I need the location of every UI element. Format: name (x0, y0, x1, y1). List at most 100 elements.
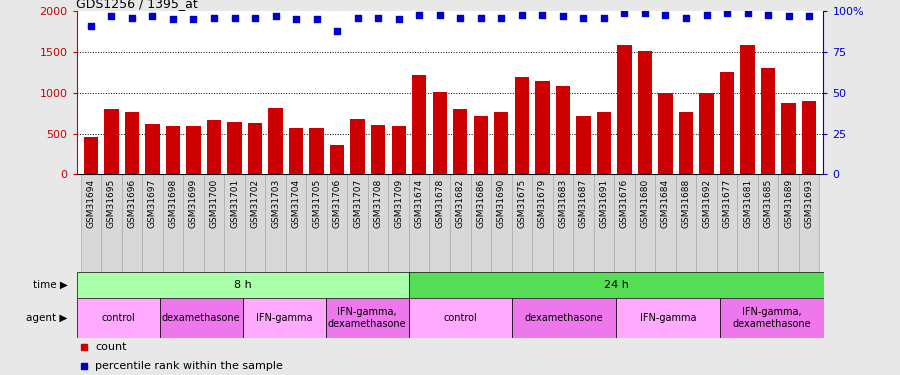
Bar (371, 124, 385, 174)
Text: dexamethasone: dexamethasone (525, 313, 603, 323)
Bar (268, 108, 283, 174)
FancyBboxPatch shape (142, 174, 163, 272)
Bar (741, 45, 755, 174)
Point (268, 13, 283, 19)
Bar (84, 137, 98, 174)
Text: GSM31705: GSM31705 (312, 179, 321, 228)
FancyBboxPatch shape (326, 298, 409, 338)
FancyBboxPatch shape (242, 298, 326, 338)
Point (741, 10, 755, 16)
Point (228, 15, 242, 21)
Text: IFN-gamma,
dexamethasone: IFN-gamma, dexamethasone (733, 307, 811, 328)
Text: GSM31699: GSM31699 (189, 179, 198, 228)
FancyBboxPatch shape (778, 174, 799, 272)
Text: control: control (444, 313, 477, 323)
FancyBboxPatch shape (573, 174, 594, 272)
Point (720, 10, 734, 16)
Text: GSM31676: GSM31676 (620, 179, 629, 228)
Point (84, 23, 98, 29)
Point (166, 16, 180, 22)
Text: GSM31698: GSM31698 (168, 179, 177, 228)
Text: GSM31697: GSM31697 (148, 179, 157, 228)
Bar (617, 45, 632, 174)
Point (392, 16, 406, 22)
FancyBboxPatch shape (184, 174, 203, 272)
FancyBboxPatch shape (511, 174, 532, 272)
Bar (186, 126, 201, 174)
Bar (433, 92, 447, 174)
FancyBboxPatch shape (450, 174, 471, 272)
FancyBboxPatch shape (553, 174, 573, 272)
Text: GSM31674: GSM31674 (415, 179, 424, 228)
FancyBboxPatch shape (737, 174, 758, 272)
FancyBboxPatch shape (594, 174, 614, 272)
Text: GSM31701: GSM31701 (230, 179, 239, 228)
FancyBboxPatch shape (614, 174, 634, 272)
Text: 8 h: 8 h (234, 280, 251, 290)
Point (207, 15, 221, 21)
FancyBboxPatch shape (720, 298, 824, 338)
Text: GSM31695: GSM31695 (107, 179, 116, 228)
Text: GSM31683: GSM31683 (558, 179, 567, 228)
Point (699, 12, 714, 18)
Text: GSM31682: GSM31682 (455, 179, 464, 228)
Point (248, 15, 262, 21)
FancyBboxPatch shape (122, 174, 142, 272)
Text: GSM31690: GSM31690 (497, 179, 506, 228)
Point (350, 15, 365, 21)
Bar (248, 123, 262, 174)
Bar (597, 112, 611, 174)
Point (289, 16, 303, 22)
FancyBboxPatch shape (389, 174, 409, 272)
FancyBboxPatch shape (245, 174, 266, 272)
Text: percentile rank within the sample: percentile rank within the sample (95, 361, 283, 370)
Bar (392, 126, 406, 174)
Text: GSM31681: GSM31681 (743, 179, 752, 228)
Bar (720, 72, 734, 174)
Text: GSM31675: GSM31675 (518, 179, 526, 228)
Text: GSM31702: GSM31702 (250, 179, 259, 228)
Point (186, 16, 201, 22)
Text: GSM31679: GSM31679 (538, 179, 547, 228)
Bar (289, 128, 303, 174)
Point (453, 15, 467, 21)
Text: GDS1256 / 1395_at: GDS1256 / 1395_at (76, 0, 198, 10)
FancyBboxPatch shape (306, 174, 327, 272)
FancyBboxPatch shape (203, 174, 224, 272)
FancyBboxPatch shape (758, 174, 778, 272)
Point (679, 15, 693, 21)
FancyBboxPatch shape (81, 174, 101, 272)
Text: GSM31709: GSM31709 (394, 179, 403, 228)
Text: 24 h: 24 h (604, 280, 628, 290)
Bar (699, 93, 714, 174)
Point (310, 16, 324, 22)
FancyBboxPatch shape (491, 174, 511, 272)
Bar (350, 119, 365, 174)
FancyBboxPatch shape (634, 174, 655, 272)
Bar (576, 116, 590, 174)
Text: GSM31677: GSM31677 (723, 179, 732, 228)
FancyBboxPatch shape (159, 298, 242, 338)
FancyBboxPatch shape (799, 174, 819, 272)
Point (494, 15, 508, 21)
Text: agent ▶: agent ▶ (26, 313, 68, 323)
Text: GSM31687: GSM31687 (579, 179, 588, 228)
Text: count: count (95, 342, 127, 352)
FancyBboxPatch shape (471, 174, 491, 272)
FancyBboxPatch shape (409, 174, 429, 272)
Point (802, 13, 816, 19)
Bar (473, 116, 488, 174)
FancyBboxPatch shape (676, 174, 697, 272)
Point (658, 12, 672, 18)
Point (760, 12, 775, 18)
Bar (638, 51, 652, 174)
Point (781, 13, 796, 19)
FancyBboxPatch shape (512, 298, 616, 338)
FancyBboxPatch shape (266, 174, 286, 272)
FancyBboxPatch shape (163, 174, 184, 272)
Text: GSM31704: GSM31704 (292, 179, 301, 228)
Bar (145, 124, 159, 174)
FancyBboxPatch shape (224, 174, 245, 272)
Point (536, 12, 550, 18)
Text: GSM31684: GSM31684 (661, 179, 670, 228)
